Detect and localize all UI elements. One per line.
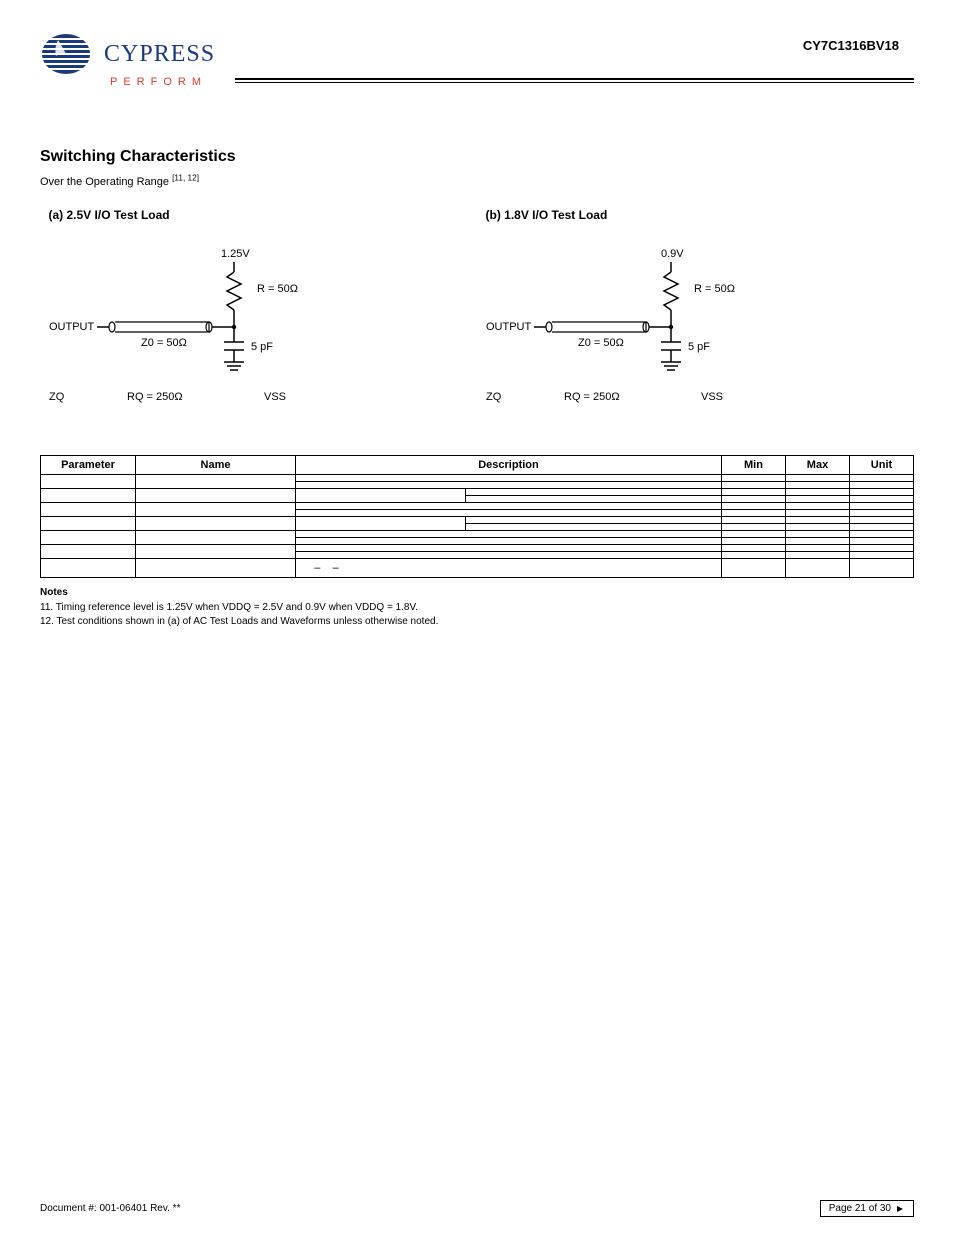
intro-text: Over the Operating Range xyxy=(40,176,169,188)
table-row xyxy=(41,475,914,482)
r-label: R = 50Ω xyxy=(257,283,298,295)
table-row xyxy=(41,503,914,510)
col-min: Min xyxy=(722,456,786,475)
circuit-b: (b) 1.8V I/O Test Load 0.9V R = 50Ω OUTP… xyxy=(486,208,906,415)
output-label: OUTPUT xyxy=(49,321,95,333)
table-row xyxy=(41,545,914,552)
brand-name: CYPRESS xyxy=(104,41,215,68)
vtop-label: 0.9V xyxy=(661,248,684,260)
rq-label: RQ = 250Ω xyxy=(127,391,183,403)
col-unit: Unit xyxy=(850,456,914,475)
page-number: Page 21 of 30 xyxy=(829,1203,891,1214)
circuit-b-diagram: 0.9V R = 50Ω OUTPUT Z0 = 50Ω xyxy=(486,242,786,412)
col-description: Description xyxy=(296,456,722,475)
vtop-label: 1.25V xyxy=(221,248,250,260)
doc-number: Document #: 001-06401 Rev. ** xyxy=(40,1203,180,1214)
table-row: – – xyxy=(41,559,914,578)
table-row xyxy=(41,531,914,538)
resistor-icon xyxy=(664,272,678,310)
footer: Document #: 001-06401 Rev. ** Page 21 of… xyxy=(40,1200,914,1217)
header-rule xyxy=(235,78,914,81)
page-number-box: Page 21 of 30 xyxy=(820,1200,914,1217)
footnotes-header: Notes xyxy=(40,587,68,598)
vss-label: VSS xyxy=(264,391,286,403)
cypress-globe-icon xyxy=(40,30,96,78)
cap-label: 5 pF xyxy=(688,341,710,353)
r-label: R = 50Ω xyxy=(694,283,735,295)
resistor-icon xyxy=(227,272,241,310)
zq-label: ZQ xyxy=(486,391,502,403)
table-row xyxy=(41,517,914,524)
footnote-item: 11. Timing reference level is 1.25V when… xyxy=(40,601,914,615)
vss-label: VSS xyxy=(701,391,723,403)
rq-label: RQ = 250Ω xyxy=(564,391,620,403)
circuit-a: (a) 2.5V I/O Test Load 1.25V R = 50Ω OUT… xyxy=(49,208,469,415)
header: CYPRESS PERFORM CY7C1316BV18 xyxy=(40,30,914,88)
zq-label: ZQ xyxy=(49,391,65,403)
test-load-circuits: (a) 2.5V I/O Test Load 1.25V R = 50Ω OUT… xyxy=(40,208,914,415)
spec-table: Parameter Name Description Min Max Unit xyxy=(40,455,914,578)
output-label: OUTPUT xyxy=(486,321,532,333)
table-row xyxy=(41,489,914,496)
zo-label: Z0 = 50Ω xyxy=(141,337,187,349)
circuit-b-title: (b) 1.8V I/O Test Load xyxy=(486,208,906,222)
col-parameter: Parameter xyxy=(41,456,136,475)
table-header-row: Parameter Name Description Min Max Unit xyxy=(41,456,914,475)
logo: CYPRESS PERFORM xyxy=(40,30,215,88)
footnote-ref: [11, 12] xyxy=(172,173,199,182)
footnote-item: 12. Test conditions shown in (a) of AC T… xyxy=(40,615,914,629)
switching-title: Switching Characteristics xyxy=(40,148,236,165)
footnotes: Notes 11. Timing reference level is 1.25… xyxy=(40,586,914,629)
cap-label: 5 pF xyxy=(251,341,273,353)
circuit-a-title: (a) 2.5V I/O Test Load xyxy=(49,208,469,222)
section-intro: Over the Operating Range [11, 12] xyxy=(40,176,914,188)
zo-label: Z0 = 50Ω xyxy=(578,337,624,349)
circuit-a-diagram: 1.25V R = 50Ω OUTPUT Z0 = 50Ω xyxy=(49,242,349,412)
section-title: Switching Characteristics xyxy=(40,148,914,166)
page-arrow-icon xyxy=(895,1204,905,1214)
col-name: Name xyxy=(136,456,296,475)
part-number: CY7C1316BV18 xyxy=(803,38,899,53)
col-max: Max xyxy=(786,456,850,475)
brand-tagline: PERFORM xyxy=(110,76,215,88)
